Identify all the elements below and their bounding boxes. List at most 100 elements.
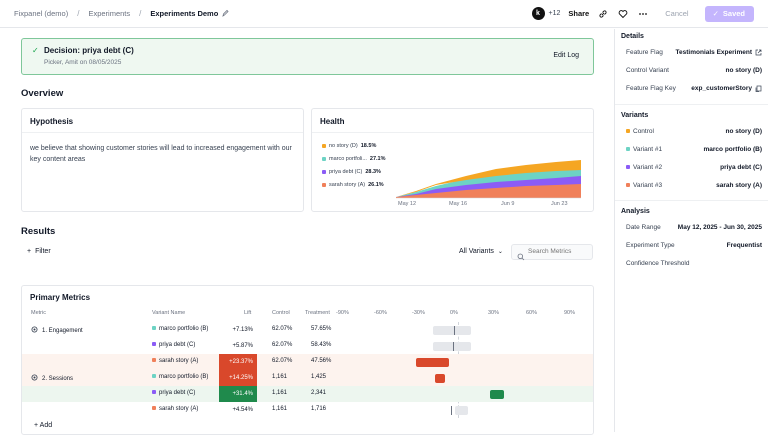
legend-value: 18.5% [360,143,377,149]
variant-label: sarah story (A) [159,406,199,412]
health-chart [396,160,581,199]
analysis-date-range: Date Range May 12, 2025 - Jun 30, 2025 [626,224,762,231]
variant-name: marco portfolio (B) [152,374,208,380]
legend-swatch [322,144,326,148]
treatment-value: 1,716 [311,406,327,412]
avatar[interactable]: k [531,7,545,20]
variant-label: priya debt (C) [159,342,196,348]
variant-name: priya debt (C) [152,342,195,348]
copy-icon[interactable] [755,85,762,94]
variant-swatch [626,147,630,152]
treatment-value: 58.43% [311,342,332,348]
ci-bar[interactable] [432,326,471,335]
edit-log-button[interactable]: Edit Log [553,52,579,59]
variant-name: priya debt (C) [152,390,195,396]
filter-button[interactable]: + Filter [27,248,51,255]
analysis-confidence-threshold: Confidence Threshold [626,260,762,267]
add-metric-button[interactable]: + Add [34,422,52,429]
axis-tick-label: -90% [336,310,349,316]
feature-flag-link[interactable]: Testimonials Experiment [675,49,752,56]
table-row[interactable]: priya debt (C) +31.4% 1,161 2,341 [22,386,593,402]
lift-label: +23.37% [229,359,253,365]
breadcrumb-section[interactable]: Experiments [88,9,131,18]
table-row[interactable]: 1. Engagement marco portfolio (B) +7.13% 62… [22,322,593,338]
cancel-button[interactable]: Cancel [665,9,689,18]
external-link-icon[interactable] [755,49,762,58]
x-tick-label: Jun 23 [551,201,568,207]
axis-tick-label: 90% [564,310,576,316]
axis-tick-label: -60% [374,310,387,316]
lift-label: +5.87% [232,343,253,349]
ci-bar[interactable] [489,390,504,399]
detail-control-variant: Control Variant no story (D) [626,67,762,74]
legend-item: priya debt (C) 28.3% [322,169,381,175]
hypothesis-card: Hypothesis we believe that showing custo… [21,108,304,212]
details-heading: Details [621,33,644,40]
overview-heading: Overview [21,88,64,99]
ci-bar[interactable] [416,358,450,367]
plus-icon: + [27,248,32,255]
saved-button[interactable]: ✓ Saved [704,5,754,22]
variant-swatch [626,165,630,170]
axis-tick-label: 30% [488,310,500,316]
heart-icon[interactable] [617,8,629,20]
analysis-label: Date Range [626,224,661,231]
decision-subtitle: Picker, Amit on 08/05/2025 [44,59,122,66]
table-row[interactable]: 2. Sessions marco portfolio (B) +14.25% 1,1… [22,370,593,386]
legend-item: sarah story (A) 26.1% [322,182,384,188]
settings-icon[interactable] [31,326,38,335]
link-icon[interactable] [597,8,609,20]
variant-value: sarah story (A) [716,182,762,189]
pencil-icon[interactable] [222,9,229,19]
variant-swatch [626,129,630,134]
breadcrumb-project[interactable]: Fixpanel (demo) [14,9,69,18]
ci-bar[interactable] [432,342,471,351]
more-icon[interactable] [637,8,649,20]
analysis-value: Frequentist [726,242,762,249]
table-row[interactable]: sarah story (A) +4.54% 1,161 1,716 [22,402,593,418]
treatment-value: 1,425 [311,374,327,380]
metric-name: 2. Sessions [31,374,73,383]
variant-item: Variant #1 marco portfolio (B) [626,146,762,153]
search-icon [517,248,525,266]
analysis-experiment-type: Experiment Type Frequentist [626,242,762,249]
x-tick-label: Jun 9 [501,201,515,207]
lift-value: +7.13% [219,322,257,338]
axis-tick-label: 0% [450,310,458,316]
variant-label: priya debt (C) [159,390,196,396]
variant-label: Control [633,128,654,135]
results-heading: Results [21,226,56,237]
variants-select-label: All Variants [459,248,494,255]
search-input[interactable] [528,248,590,255]
metric-label: 2. Sessions [42,375,74,382]
collaborator-count[interactable]: +12 [548,10,561,17]
detail-value: no story (D) [725,67,762,74]
table-row[interactable]: priya debt (C) +5.87% 62.07% 58.43% [22,338,593,354]
ci-bar[interactable] [435,374,446,383]
col-header-control: Control [272,310,290,316]
main-content: ✓ Decision: priya debt (C) Picker, Amit … [0,29,614,435]
ci-bar[interactable] [455,406,469,415]
legend-swatch [322,157,326,161]
col-header-variant: Variant Name [152,310,186,316]
lift-label: +31.4% [232,391,253,397]
variants-select[interactable]: All Variants ⌄ [459,248,503,255]
lift-value: +31.4% [219,386,257,402]
primary-metrics-title: Primary Metrics [30,293,91,302]
plus-icon: + [34,422,39,429]
share-button[interactable]: Share [568,9,590,18]
analysis-label: Confidence Threshold [626,260,690,267]
lift-value: +4.54% [219,402,257,418]
search-box[interactable] [511,244,593,261]
variant-item: Variant #3 sarah story (A) [626,182,762,189]
variant-label: marco portfolio (B) [159,374,209,380]
variant-value: no story (D) [725,128,762,135]
legend-label: sarah story (A) [329,182,366,188]
hypothesis-title: Hypothesis [30,117,74,126]
variant-swatch [152,342,156,347]
table-row[interactable]: sarah story (A) +23.37% 62.07% 47.56% [22,354,593,370]
variant-name: sarah story (A) [152,358,198,364]
control-value: 1,161 [272,390,288,396]
variant-label: Variant #3 [633,182,663,189]
settings-icon[interactable] [31,374,38,383]
